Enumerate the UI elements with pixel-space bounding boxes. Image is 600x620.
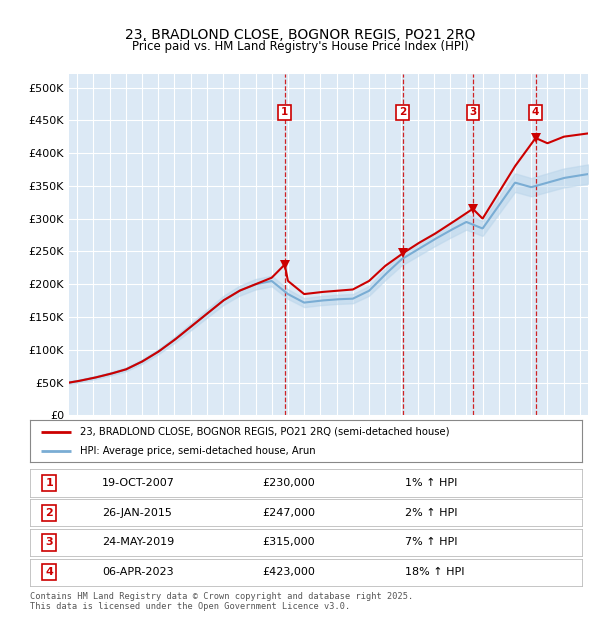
- Text: 1: 1: [46, 478, 53, 488]
- Text: 23, BRADLOND CLOSE, BOGNOR REGIS, PO21 2RQ (semi-detached house): 23, BRADLOND CLOSE, BOGNOR REGIS, PO21 2…: [80, 427, 449, 436]
- Text: 4: 4: [532, 107, 539, 117]
- Text: 3: 3: [469, 107, 476, 117]
- Text: 1: 1: [281, 107, 289, 117]
- Text: HPI: Average price, semi-detached house, Arun: HPI: Average price, semi-detached house,…: [80, 446, 316, 456]
- Text: 19-OCT-2007: 19-OCT-2007: [102, 478, 175, 488]
- Text: £423,000: £423,000: [262, 567, 315, 577]
- Text: 2% ↑ HPI: 2% ↑ HPI: [406, 508, 458, 518]
- Text: £247,000: £247,000: [262, 508, 315, 518]
- Text: Contains HM Land Registry data © Crown copyright and database right 2025.
This d: Contains HM Land Registry data © Crown c…: [30, 591, 413, 611]
- Text: 18% ↑ HPI: 18% ↑ HPI: [406, 567, 465, 577]
- Text: 3: 3: [46, 538, 53, 547]
- Text: £315,000: £315,000: [262, 538, 314, 547]
- Text: 26-JAN-2015: 26-JAN-2015: [102, 508, 172, 518]
- Text: £230,000: £230,000: [262, 478, 314, 488]
- Text: Price paid vs. HM Land Registry's House Price Index (HPI): Price paid vs. HM Land Registry's House …: [131, 40, 469, 53]
- Text: 2: 2: [399, 107, 406, 117]
- Text: 06-APR-2023: 06-APR-2023: [102, 567, 173, 577]
- Text: 23, BRADLOND CLOSE, BOGNOR REGIS, PO21 2RQ: 23, BRADLOND CLOSE, BOGNOR REGIS, PO21 2…: [125, 28, 475, 42]
- Text: 24-MAY-2019: 24-MAY-2019: [102, 538, 174, 547]
- Text: 4: 4: [46, 567, 53, 577]
- Text: 1% ↑ HPI: 1% ↑ HPI: [406, 478, 458, 488]
- Text: 7% ↑ HPI: 7% ↑ HPI: [406, 538, 458, 547]
- Text: 2: 2: [46, 508, 53, 518]
